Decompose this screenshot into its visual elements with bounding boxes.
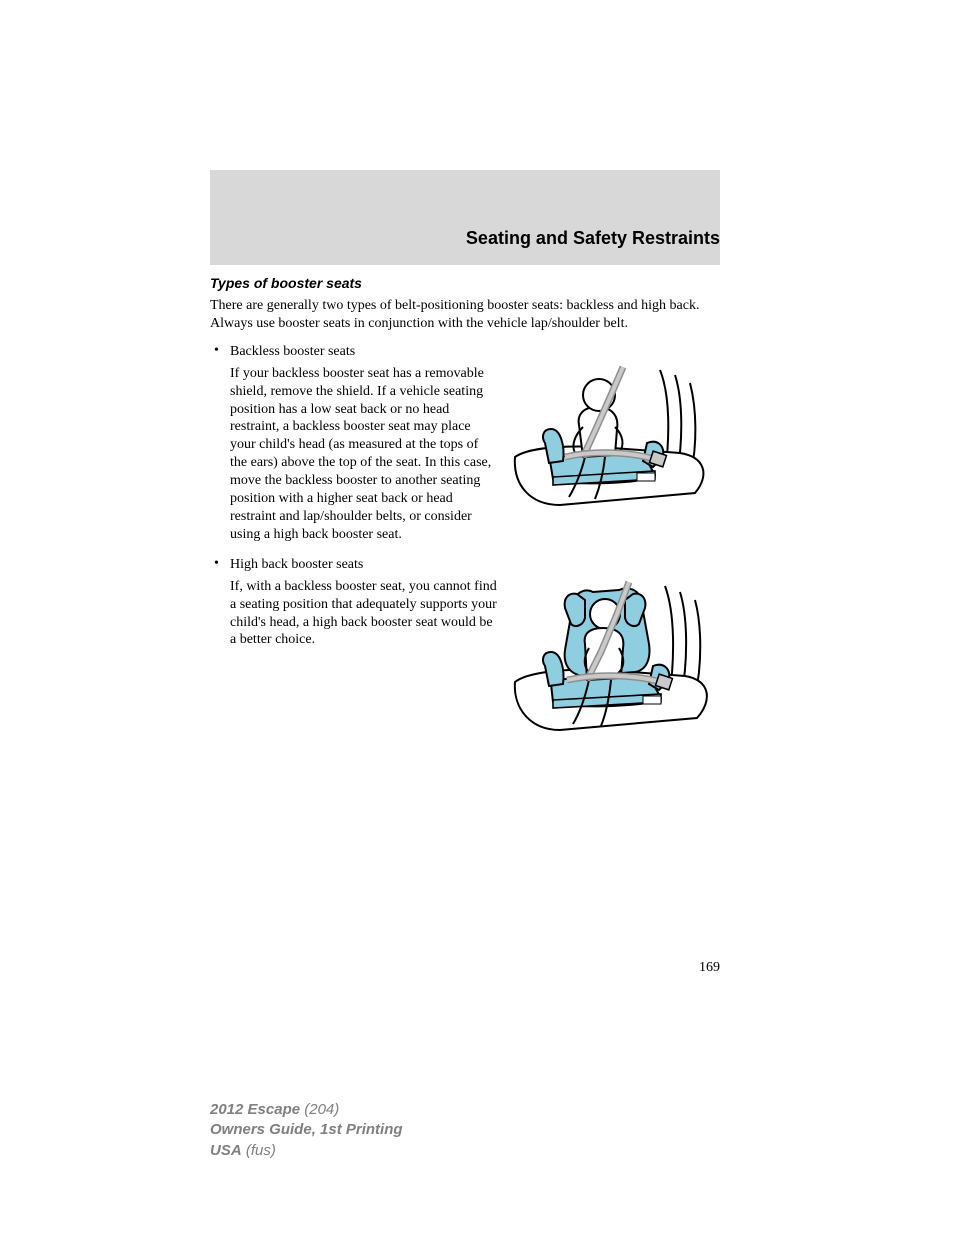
highback-booster-illustration [505,578,720,758]
backless-booster-illustration [505,365,720,525]
footer-line-1: 2012 Escape (204) [210,1100,403,1120]
bullet-block: • Backless booster seats [210,343,720,544]
bullet-row: • High back booster seats [210,556,720,574]
bullet-body-wrap: If your backless booster seat has a remo… [210,365,720,544]
footer-region-code: (fus) [246,1142,276,1159]
section-subhead: Types of booster seats [210,275,720,291]
bullet-marker: • [210,343,230,359]
page-content: Seating and Safety Restraints Types of b… [210,228,720,774]
bullet-body-wrap: If, with a backless booster seat, you ca… [210,578,720,762]
footer-line-3: USA (fus) [210,1141,403,1161]
page-title: Seating and Safety Restraints [210,228,720,249]
bullet-label: High back booster seats [230,556,363,574]
page-number: 169 [210,960,720,976]
bullet-block: • High back booster seats [210,556,720,762]
footer-region: USA [210,1142,242,1159]
bullet-marker: • [210,556,230,572]
footer-line-2: Owners Guide, 1st Printing [210,1120,403,1140]
bullet-row: • Backless booster seats [210,343,720,361]
intro-paragraph: There are generally two types of belt-po… [210,297,720,333]
footer-code: (204) [304,1101,339,1118]
footer-model: 2012 Escape [210,1101,300,1118]
bullet-label: Backless booster seats [230,343,355,361]
footer: 2012 Escape (204) Owners Guide, 1st Prin… [210,1100,403,1161]
